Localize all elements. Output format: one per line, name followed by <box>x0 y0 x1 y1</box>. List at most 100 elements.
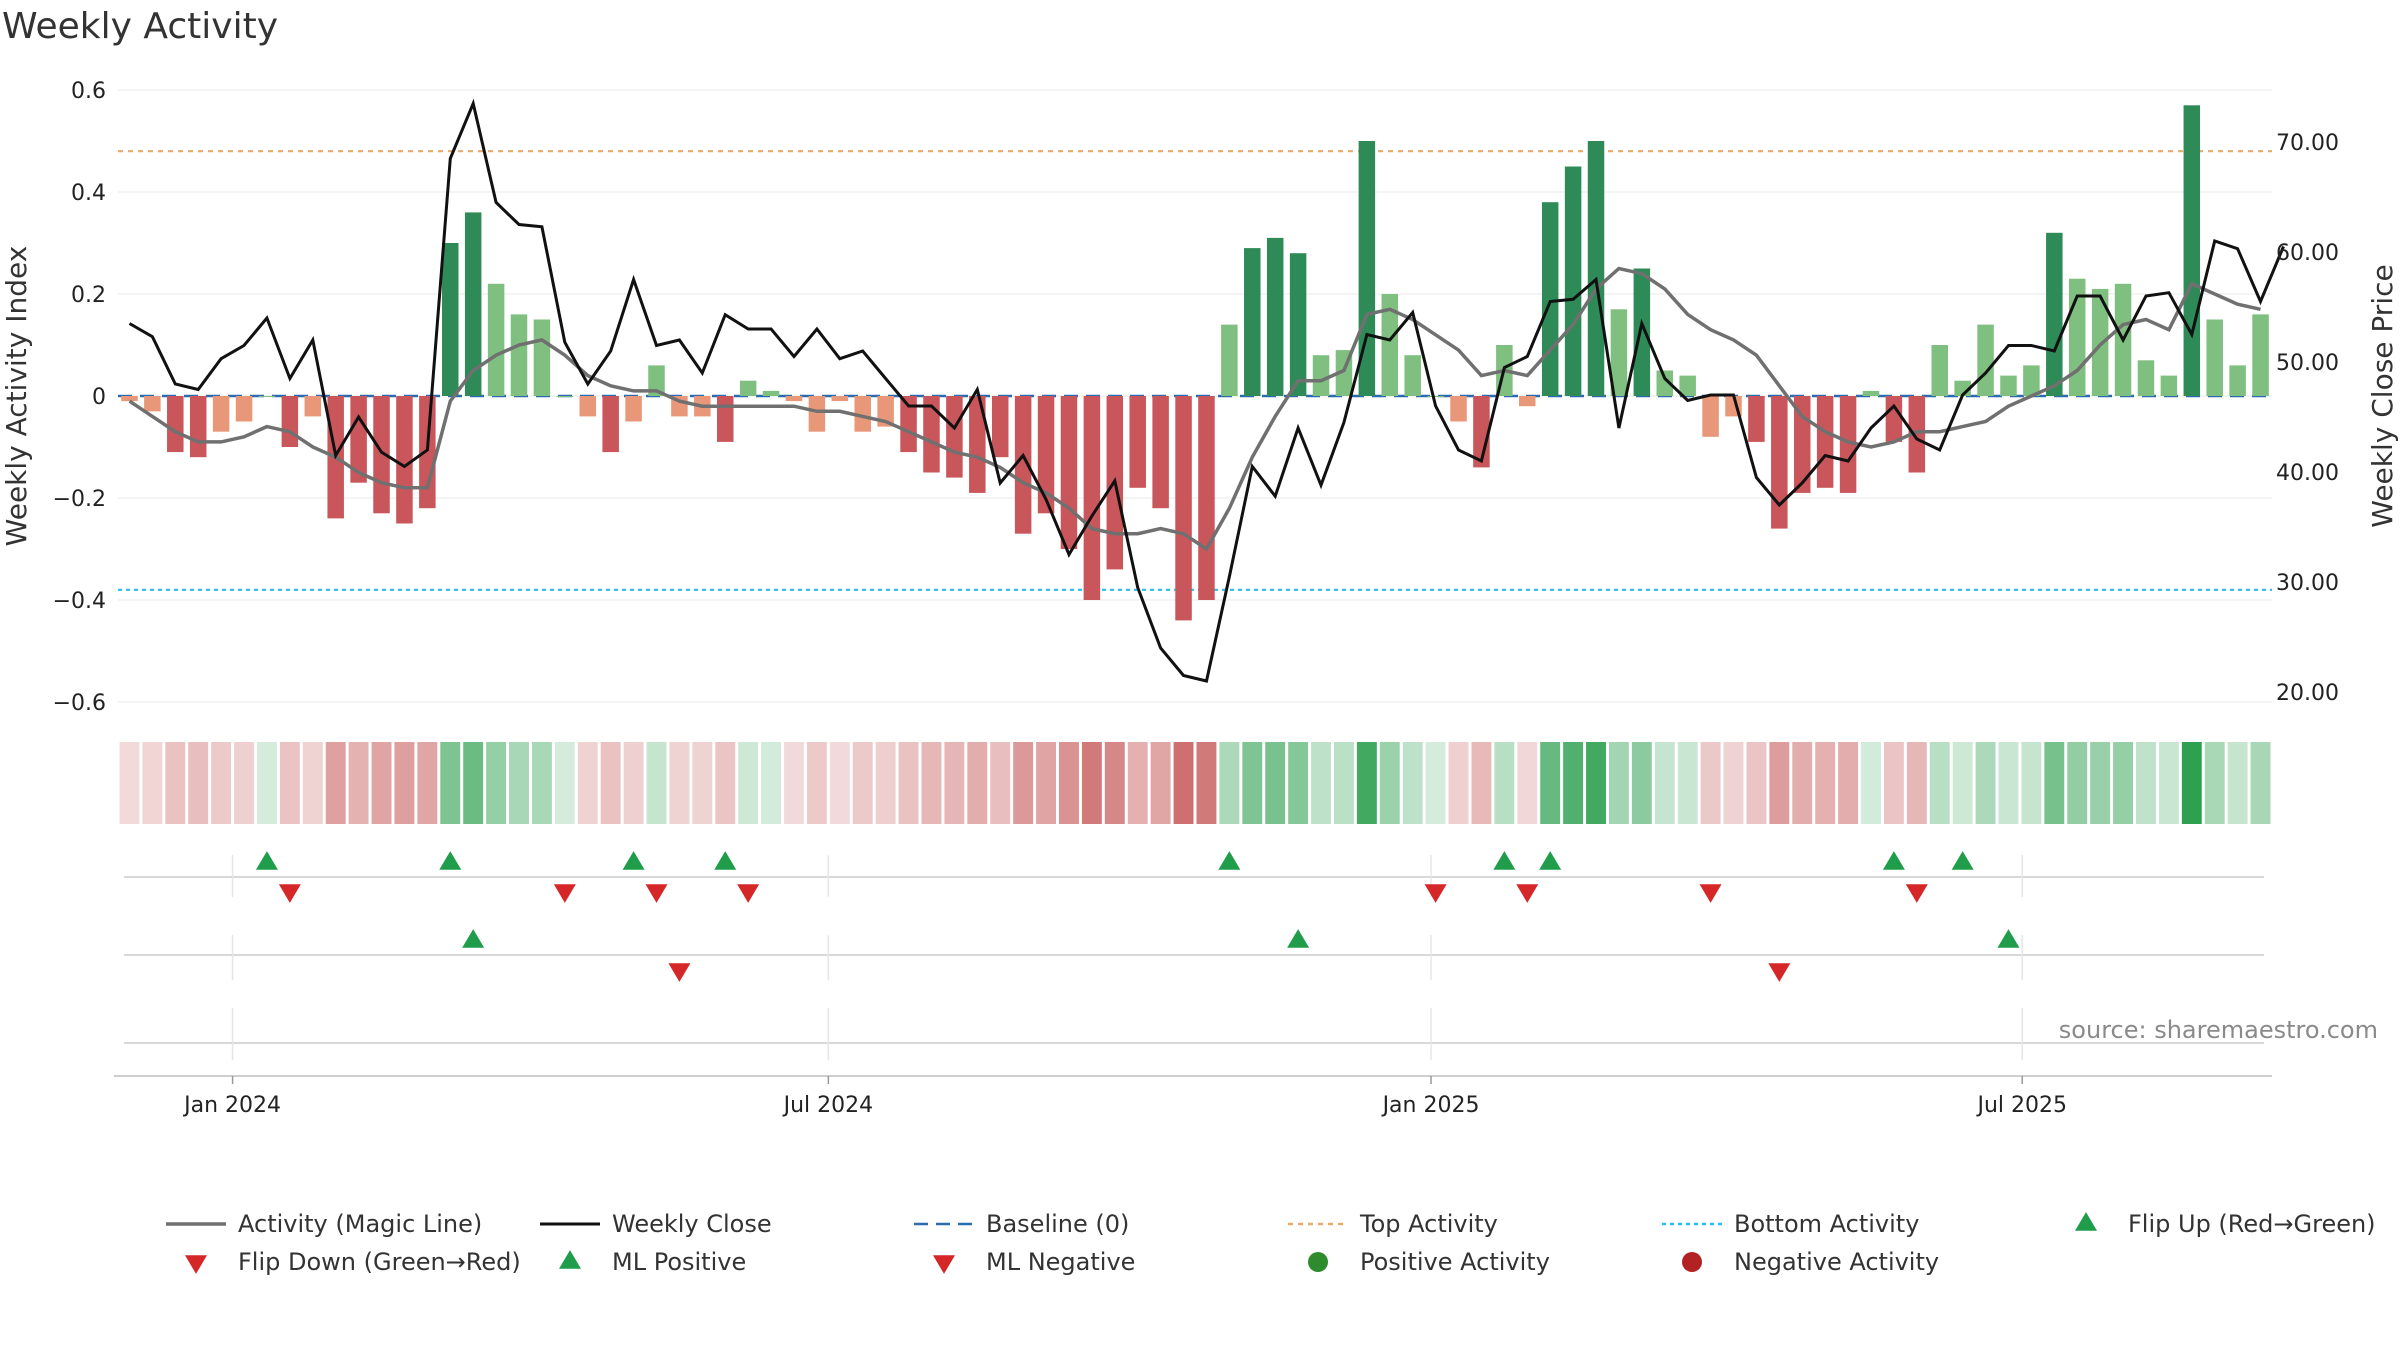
signal-markers <box>255 851 2020 982</box>
activity-bar <box>1839 396 1857 493</box>
y-tick-label: 0.6 <box>71 79 106 104</box>
legend-swatch-positive-dot <box>1308 1252 1328 1272</box>
heat-cell <box>2044 742 2065 824</box>
legend-label: Negative Activity <box>1734 1248 1939 1276</box>
heat-cell <box>669 742 690 824</box>
heat-cell <box>2158 742 2179 824</box>
heat-cell <box>417 742 438 824</box>
heat-cell <box>2021 742 2042 824</box>
activity-bar <box>1862 390 1880 396</box>
activity-bar <box>1244 248 1261 396</box>
legend-item: Negative Activity <box>1682 1248 1939 1276</box>
heat-cell <box>2136 742 2156 824</box>
activity-bar <box>1014 396 1032 534</box>
heat-cell <box>623 742 644 824</box>
ml-positive-marker <box>462 929 485 948</box>
heat-cell <box>1608 742 1629 824</box>
x-tick-label: Jan 2024 <box>182 1093 281 1118</box>
legend-label: Baseline (0) <box>986 1210 1129 1238</box>
activity-bar <box>1358 141 1376 396</box>
flip-up-marker <box>1539 851 1562 870</box>
heat-cell <box>2250 742 2271 824</box>
reference-lines <box>118 150 2272 591</box>
heat-cell <box>1036 742 1057 824</box>
activity-bar <box>2252 314 2269 396</box>
heat-cell <box>302 742 323 824</box>
heat-cell <box>119 742 140 824</box>
legend-label: ML Negative <box>986 1248 1135 1276</box>
heat-cell <box>509 742 529 824</box>
activity-bar <box>1908 396 1926 473</box>
heat-cell <box>944 742 965 824</box>
activity-bar <box>1129 396 1146 488</box>
activity-bar <box>2000 375 2017 396</box>
activity-bar <box>1748 396 1765 442</box>
heat-cell <box>1127 742 1148 824</box>
heat-cell <box>1517 742 1538 824</box>
activity-bar <box>1519 396 1536 407</box>
activity-bar <box>121 396 138 402</box>
activity-bar <box>1083 396 1101 600</box>
heat-cell <box>463 742 484 824</box>
activity-bar <box>1198 396 1215 600</box>
flip-down-marker <box>645 884 668 903</box>
flip-down-marker <box>553 884 576 903</box>
y2-axis-label: Weekly Close Price <box>2366 264 2399 527</box>
heat-cell <box>142 742 163 824</box>
legend-label: Weekly Close <box>612 1210 772 1238</box>
legend-label: Bottom Activity <box>1734 1210 1919 1238</box>
heat-cell <box>2090 742 2111 824</box>
y-axis-label: Weekly Activity Index <box>0 246 33 547</box>
heat-cell <box>1952 742 1973 824</box>
heat-cell <box>646 742 667 824</box>
legend-label: Flip Up (Red→Green) <box>2128 1210 2376 1238</box>
heat-cell <box>1654 742 1675 824</box>
heat-cell <box>1448 742 1469 824</box>
heat-cell <box>348 742 369 824</box>
y2-tick-label: 70.00 <box>2276 131 2339 156</box>
y-tick-label: −0.6 <box>53 691 106 716</box>
ml-positive-marker <box>1287 929 1310 948</box>
heat-cell <box>692 742 713 824</box>
heat-cell <box>1356 742 1377 824</box>
magic-line <box>128 266 2261 552</box>
activity-bar <box>1037 396 1055 514</box>
heat-cell <box>1402 742 1423 824</box>
flip-up-marker <box>1951 851 1974 870</box>
legend-swatch-down-triangle <box>185 1255 207 1274</box>
heat-cell <box>234 742 254 824</box>
activity-bar <box>648 365 665 396</box>
activity-bar <box>2206 319 2223 396</box>
activity-bar <box>1679 375 1696 396</box>
flip-up-marker <box>1218 851 1241 870</box>
legend-swatch-up-triangle <box>559 1250 581 1269</box>
heat-cell <box>2181 742 2202 824</box>
activity-bar <box>396 396 413 524</box>
heat-cell <box>1288 742 1309 824</box>
x-tick-label: Jan 2025 <box>1381 1093 1480 1118</box>
legend-item: Flip Up (Red→Green) <box>2075 1210 2376 1238</box>
heat-cell <box>1013 742 1034 824</box>
activity-bar <box>785 396 803 402</box>
y2-tick-label: 50.00 <box>2276 351 2339 376</box>
heat-cell <box>1081 742 1102 824</box>
activity-bar <box>991 396 1009 458</box>
activity-bar <box>1587 141 1605 396</box>
activity-bar <box>739 380 757 396</box>
legend: Activity (Magic Line) Weekly Close Baselin… <box>166 1210 2376 1276</box>
activity-bar <box>625 396 642 422</box>
activity-bar <box>350 396 367 483</box>
heat-cell <box>1746 742 1767 824</box>
heat-cell <box>1563 742 1584 824</box>
activity-bar <box>1977 324 1994 396</box>
heat-cell <box>279 742 300 824</box>
flip-up-marker <box>1493 851 1516 870</box>
ml-negative-marker <box>668 963 691 982</box>
activity-bar <box>464 212 482 396</box>
heat-cell <box>256 742 277 824</box>
heat-cell <box>188 742 209 824</box>
y2-tick-label: 30.00 <box>2276 571 2339 596</box>
flip-up-marker <box>255 851 278 870</box>
heat-cell <box>1311 742 1331 824</box>
heat-cell <box>371 742 392 824</box>
